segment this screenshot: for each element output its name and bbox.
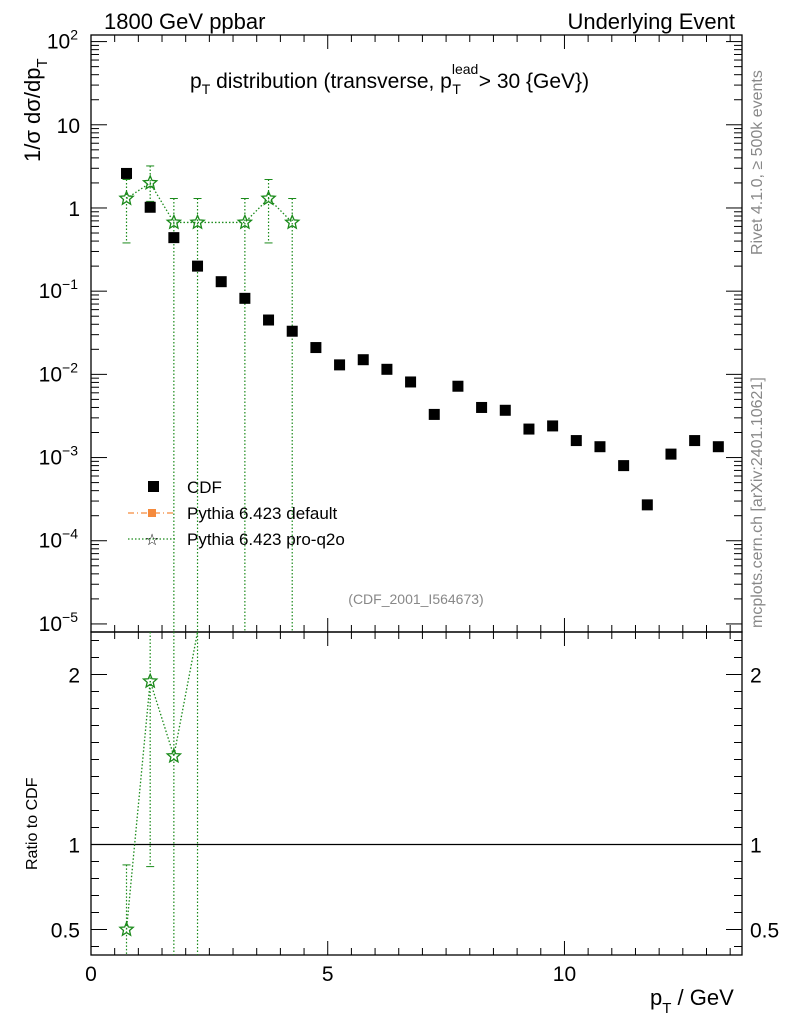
cdf-data-point	[286, 325, 298, 337]
y-tick-label-ratio-left: 2	[68, 665, 80, 688]
cdf-data-point	[641, 499, 653, 511]
y-tick-label-ratio-right: 1	[750, 835, 762, 858]
pythia-pro-q2o-point	[189, 213, 206, 230]
cdf-data-point	[570, 435, 582, 447]
cdf-data-point	[144, 201, 156, 213]
mcplots-label: mcplots.cern.ch [arXiv:2401.10621]	[749, 377, 766, 628]
y-tick-label-ratio-left: 1	[68, 835, 80, 858]
cdf-data-point	[168, 232, 180, 244]
pythia-pro-q2o-point	[141, 174, 159, 190]
plot-elements: 0 5 10 102 10 1 10−1 10−2 10−3 10−4 10−5 0.5 0.5 1 1 2 2	[39, 27, 780, 986]
y-tick-label: 1	[68, 198, 80, 221]
legend-label-cdf: CDF	[187, 478, 222, 497]
cdf-data-point	[452, 380, 464, 392]
cdf-data-point	[499, 404, 511, 416]
y-tick-label: 10−1	[39, 276, 79, 303]
cdf-data-point	[357, 354, 369, 366]
ratio-pythia-pro-q2o-point	[141, 672, 159, 689]
y-tick-label: 10−2	[39, 359, 79, 386]
y-tick-label: 10−4	[39, 526, 79, 553]
cdf-data-point	[192, 260, 204, 272]
legend-marker-pythia-pro-q2o: ☆	[145, 532, 159, 549]
y-tick-label: 10	[57, 115, 80, 138]
y-tick-label: 10−3	[39, 443, 79, 470]
pythia-pro-q2o-point	[260, 189, 277, 206]
cdf-data-point	[618, 460, 630, 472]
cdf-data-point	[334, 359, 346, 371]
pythia-pro-q2o-point	[118, 189, 135, 206]
ratio-panel-frame	[90, 631, 743, 956]
cdf-data-point	[712, 441, 724, 453]
ratio-pythia-pro-q2o-line	[125, 631, 199, 930]
legend-label-pythia-pro-q2o: Pythia 6.423 pro-q2o	[187, 530, 345, 549]
cdf-data-point	[428, 408, 440, 420]
legend-marker-pythia-default	[148, 509, 156, 517]
pythia-pro-q2o-point	[236, 213, 254, 230]
main-y-axis-label: 1/σ dσ/dpT	[20, 58, 51, 162]
pythia-pro-q2o-point	[284, 213, 301, 230]
x-axis-label: pT / GeV	[650, 985, 734, 1017]
cdf-data-point	[310, 342, 322, 354]
cdf-data-point	[665, 448, 677, 460]
y-tick-label: 102	[47, 27, 78, 54]
rivet-version-label: Rivet 4.1.0, ≥ 500k events	[749, 70, 766, 255]
cdf-data-point	[121, 167, 133, 179]
cdf-data-point	[215, 276, 227, 288]
y-tick-label-ratio-right: 2	[750, 665, 762, 688]
ratio-pythia-pro-q2o-point	[118, 920, 135, 937]
cdf-data-point	[405, 376, 417, 388]
legend-marker-cdf	[148, 481, 159, 492]
header-right: Underlying Event	[567, 9, 735, 34]
x-tick-label: 10	[553, 963, 576, 986]
cdf-data-point	[594, 441, 606, 453]
y-tick-label-ratio-left: 0.5	[51, 920, 80, 943]
ratio-pythia-pro-q2o-point	[165, 747, 183, 764]
analysis-id-annotation: (CDF_2001_I564673)	[348, 591, 483, 607]
legend: CDF Pythia 6.423 default ☆ Pythia 6.423 …	[128, 478, 345, 549]
cdf-data-point	[381, 363, 393, 375]
cdf-data-point	[547, 420, 559, 432]
pythia-pro-q2o-point	[165, 213, 183, 230]
cdf-data-point	[523, 423, 535, 435]
ratio-y-axis-label: Ratio to CDF	[24, 777, 41, 870]
cdf-data-point	[239, 292, 251, 304]
x-tick-label: 5	[322, 963, 334, 986]
cdf-data-point	[476, 401, 488, 413]
chart-title: pT distribution (transverse, plead T > 30…	[190, 61, 589, 97]
cdf-data-point	[689, 435, 701, 447]
cdf-data-point	[263, 314, 275, 326]
pythia-pro-q2o-line	[126, 182, 293, 224]
header-left: 1800 GeV ppbar	[104, 9, 265, 34]
y-tick-label-ratio-right: 0.5	[750, 920, 779, 943]
x-tick-label: 0	[85, 963, 97, 986]
legend-label-pythia-default: Pythia 6.423 default	[187, 504, 338, 523]
y-tick-label: 10−5	[39, 609, 79, 636]
